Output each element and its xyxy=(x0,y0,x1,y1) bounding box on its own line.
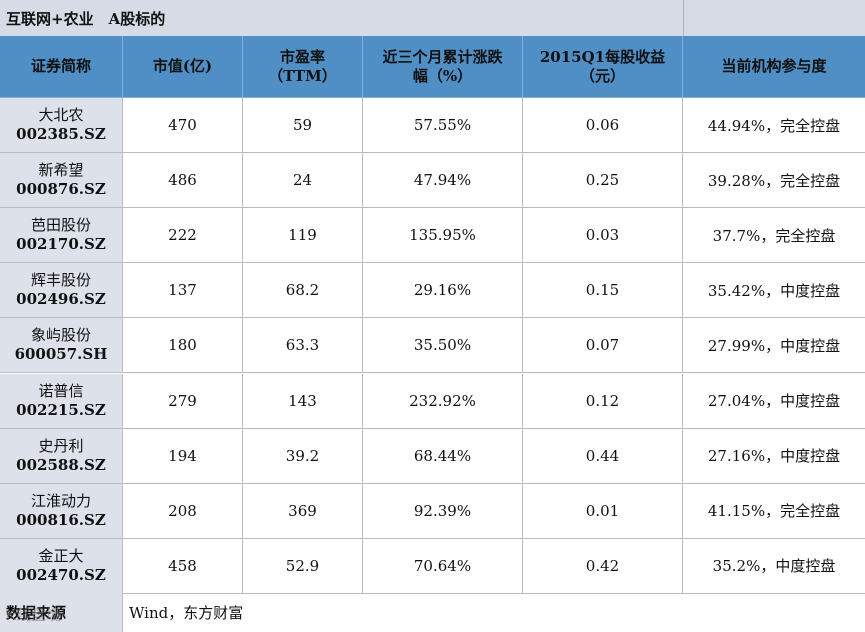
cell-inst: 35.2%，中度控盘 xyxy=(683,538,865,594)
security-name: 芭田股份 xyxy=(30,216,91,235)
table-title-bar: 互联网+农业 A股标的 xyxy=(0,0,865,37)
security-code: 002496.SZ xyxy=(16,290,106,309)
cell-chg: 232.92% xyxy=(363,373,523,429)
row-security-name: 象屿股份 600057.SH xyxy=(0,318,123,374)
watermark: K线盘境 xyxy=(6,606,61,624)
security-name: 史丹利 xyxy=(38,436,84,455)
cell-cap: 137 xyxy=(123,263,243,319)
cell-eps: 0.12 xyxy=(523,373,683,429)
cell-inst: 39.28%，完全控盘 xyxy=(683,153,865,209)
cell-pe: 143 xyxy=(243,373,363,429)
cell-inst: 37.7%，完全控盘 xyxy=(683,208,865,264)
security-name: 辉丰股份 xyxy=(30,271,91,290)
cell-cap: 486 xyxy=(123,153,243,209)
source-value: Wind，东方财富 xyxy=(129,603,244,622)
security-code: 000876.SZ xyxy=(16,180,106,199)
cell-pe: 68.2 xyxy=(243,263,363,319)
header-cap: 市值(亿) xyxy=(123,36,243,98)
cell-cap: 222 xyxy=(123,208,243,264)
cell-chg: 29.16% xyxy=(363,263,523,319)
security-name: 诺普信 xyxy=(38,381,84,400)
header-change-unit: 幅（%） xyxy=(412,66,473,85)
cell-chg: 135.95% xyxy=(363,208,523,264)
header-institution: 当前机构参与度 xyxy=(683,36,865,98)
cell-eps: 0.03 xyxy=(523,208,683,264)
header-institution-label: 当前机构参与度 xyxy=(721,57,827,75)
cell-inst: 35.42%，中度控盘 xyxy=(683,263,865,319)
cell-eps: 0.25 xyxy=(523,153,683,209)
cell-eps: 0.07 xyxy=(523,318,683,374)
header-eps-unit: （元） xyxy=(579,66,625,85)
source-label: 数据来源 xyxy=(0,592,123,632)
row-security-name: 芭田股份 002170.SZ xyxy=(0,208,123,264)
cell-inst: 27.04%，中度控盘 xyxy=(683,373,865,429)
cell-eps: 0.15 xyxy=(523,263,683,319)
cell-pe: 52.9 xyxy=(243,538,363,594)
header-change: 近三个月累计涨跌 幅（%） xyxy=(363,36,523,98)
cell-eps: 0.01 xyxy=(523,483,683,539)
cell-cap: 194 xyxy=(123,428,243,484)
cell-inst: 27.99%，中度控盘 xyxy=(683,318,865,374)
cell-pe: 59 xyxy=(243,98,363,154)
cell-chg: 92.39% xyxy=(363,483,523,539)
security-name: 江淮动力 xyxy=(30,491,91,510)
cell-cap: 180 xyxy=(123,318,243,374)
header-pe: 市盈率 （TTM） xyxy=(243,36,363,98)
cell-cap: 208 xyxy=(123,483,243,539)
cell-inst: 41.15%，完全控盘 xyxy=(683,483,865,539)
cell-chg: 57.55% xyxy=(363,98,523,154)
cell-chg: 68.44% xyxy=(363,428,523,484)
security-code: 002170.SZ xyxy=(16,235,106,254)
cell-pe: 119 xyxy=(243,208,363,264)
cell-chg: 70.64% xyxy=(363,538,523,594)
cell-cap: 279 xyxy=(123,373,243,429)
cell-chg: 35.50% xyxy=(363,318,523,374)
security-name: 金正大 xyxy=(38,546,84,565)
security-name: 新希望 xyxy=(38,161,84,180)
cell-pe: 63.3 xyxy=(243,318,363,374)
security-name: 大北农 xyxy=(38,106,84,125)
cell-cap: 458 xyxy=(123,538,243,594)
cell-inst: 27.16%，中度控盘 xyxy=(683,428,865,484)
row-security-name: 金正大 002470.SZ xyxy=(0,538,123,594)
cell-pe: 24 xyxy=(243,153,363,209)
title-divider xyxy=(683,0,684,36)
cell-pe: 39.2 xyxy=(243,428,363,484)
row-security-name: 新希望 000876.SZ xyxy=(0,153,123,209)
security-code: 002385.SZ xyxy=(16,125,106,144)
row-security-name: 辉丰股份 002496.SZ xyxy=(0,263,123,319)
security-code: 002215.SZ xyxy=(16,400,106,419)
security-name: 象屿股份 xyxy=(30,326,91,345)
cell-eps: 0.06 xyxy=(523,98,683,154)
table-title: 互联网+农业 A股标的 xyxy=(6,10,166,28)
row-security-name: 大北农 002385.SZ xyxy=(0,98,123,154)
row-security-name: 诺普信 002215.SZ xyxy=(0,373,123,429)
header-pe-unit: （TTM） xyxy=(268,66,337,85)
header-eps: 2015Q1每股收益 （元） xyxy=(523,36,683,98)
cell-pe: 369 xyxy=(243,483,363,539)
row-security-name: 史丹利 002588.SZ xyxy=(0,428,123,484)
cell-eps: 0.44 xyxy=(523,428,683,484)
header-pe-label: 市盈率 xyxy=(279,47,325,66)
row-security-name: 江淮动力 000816.SZ xyxy=(0,483,123,539)
header-name-label: 证券简称 xyxy=(30,57,91,75)
security-code: 002470.SZ xyxy=(16,565,106,584)
security-code: 002588.SZ xyxy=(16,455,106,474)
header-name: 证券简称 xyxy=(0,36,123,98)
table-header-row: 证券简称 市值(亿) 市盈率 （TTM） 近三个月累计涨跌 幅（%） 2015Q… xyxy=(0,36,865,98)
security-code: 600057.SH xyxy=(14,345,108,364)
cell-chg: 47.94% xyxy=(363,153,523,209)
source-row: 数据来源 Wind，东方财富 xyxy=(0,592,865,632)
cell-cap: 470 xyxy=(123,98,243,154)
cell-eps: 0.42 xyxy=(523,538,683,594)
security-code: 000816.SZ xyxy=(16,510,106,529)
header-cap-label: 市值(亿) xyxy=(152,57,213,75)
cell-inst: 44.94%，完全控盘 xyxy=(683,98,865,154)
header-eps-label: 2015Q1每股收益 xyxy=(539,47,666,66)
header-change-label: 近三个月累计涨跌 xyxy=(382,47,503,66)
